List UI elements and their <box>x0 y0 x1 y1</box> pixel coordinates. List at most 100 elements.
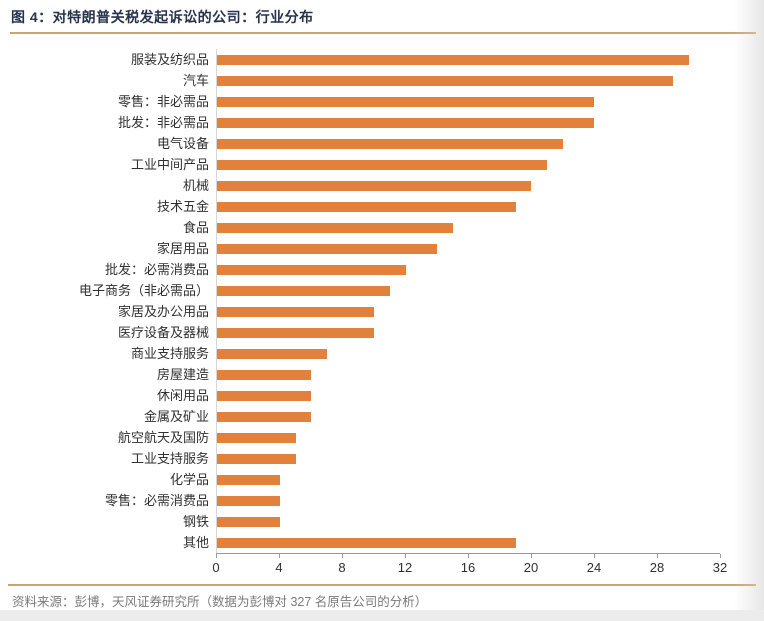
bar <box>217 243 438 254</box>
chart-row: 工业支持服务 <box>10 448 720 469</box>
bar <box>217 96 595 107</box>
bar <box>217 390 312 401</box>
chart-row: 服装及纺织品 <box>10 49 720 70</box>
bar-track <box>216 70 720 91</box>
bar <box>217 453 296 464</box>
bar-track <box>216 427 720 448</box>
category-label: 工业中间产品 <box>130 157 209 172</box>
chart-row: 批发：必需消费品 <box>10 259 720 280</box>
x-axis-tick-label: 16 <box>460 560 476 575</box>
chart-row: 商业支持服务 <box>10 343 720 364</box>
x-axis-tick <box>279 554 280 558</box>
x-axis-tick-label: 8 <box>338 560 346 575</box>
title-divider <box>10 32 756 34</box>
chart-row: 食品 <box>10 217 720 238</box>
bar <box>217 537 516 548</box>
category-label: 零售：必需消费品 <box>104 493 209 508</box>
category-label: 金属及矿业 <box>143 409 209 424</box>
figure-title: 图 4：对特朗普关税发起诉讼的公司：行业分布 <box>11 9 314 25</box>
x-axis: 0 4 8 12 16 20 24 28 32 <box>212 553 727 580</box>
category-label: 电气设备 <box>156 136 209 151</box>
bar-track <box>216 91 720 112</box>
bar <box>217 264 406 275</box>
bar <box>217 369 312 380</box>
bar-track <box>216 322 720 343</box>
chart-row: 金属及矿业 <box>10 406 720 427</box>
x-axis-tick-label: 24 <box>586 560 602 575</box>
source-note: 资料来源：彭博，天风证券研究所（数据为彭博对 327 名原告公司的分析） <box>12 595 428 609</box>
bar-track <box>216 154 720 175</box>
category-label: 工业支持服务 <box>130 451 209 466</box>
x-axis-tick <box>594 554 595 558</box>
bar-track <box>216 133 720 154</box>
chart-row: 批发：非必需品 <box>10 112 720 133</box>
bar-track <box>216 49 720 70</box>
chart-row: 家居及办公用品 <box>10 301 720 322</box>
page-edge-right-shadow <box>734 0 764 621</box>
chart-row: 零售：非必需品 <box>10 91 720 112</box>
category-label: 批发：非必需品 <box>117 115 209 130</box>
category-label: 家居及办公用品 <box>117 304 209 319</box>
x-axis-tick-label: 4 <box>275 560 283 575</box>
category-label: 商业支持服务 <box>130 346 209 361</box>
bar-track <box>216 196 720 217</box>
x-axis-tick <box>468 554 469 558</box>
chart-row: 机械 <box>10 175 720 196</box>
bar-track <box>216 385 720 406</box>
bar <box>217 495 280 506</box>
chart-row: 零售：必需消费品 <box>10 490 720 511</box>
chart-row: 工业中间产品 <box>10 154 720 175</box>
bar <box>217 327 375 338</box>
bar-track <box>216 343 720 364</box>
bar-track <box>216 259 720 280</box>
bar <box>217 516 280 527</box>
bar <box>217 117 595 128</box>
chart-row: 航空航天及国防 <box>10 427 720 448</box>
x-axis-tick-label: 32 <box>712 560 728 575</box>
bar <box>217 180 532 191</box>
bar <box>217 201 516 212</box>
bar <box>217 222 453 233</box>
bar-track <box>216 301 720 322</box>
x-axis-tick-label: 12 <box>397 560 413 575</box>
category-label: 其他 <box>182 535 209 550</box>
category-label: 房屋建造 <box>156 367 209 382</box>
chart-row: 化学品 <box>10 469 720 490</box>
bar <box>217 159 548 170</box>
category-label: 服装及纺织品 <box>130 52 209 67</box>
chart-rows: 服装及纺织品汽车零售：非必需品 批发：非必需品电气设备工业中间产品机械技术五金食品… <box>10 49 720 553</box>
category-label: 食品 <box>182 220 209 235</box>
category-label: 医疗设备及器械 <box>117 325 209 340</box>
bar-track <box>216 175 720 196</box>
category-label: 汽车 <box>182 73 209 88</box>
bar <box>217 138 563 149</box>
page-edge-bottom-strip <box>0 610 764 621</box>
category-label: 技术五金 <box>156 199 209 214</box>
bar <box>217 474 280 485</box>
chart-row: 钢铁 <box>10 511 720 532</box>
bar-track <box>216 490 720 511</box>
category-label: 批发：必需消费品 <box>104 262 209 277</box>
bar <box>217 306 375 317</box>
x-axis-tick <box>657 554 658 558</box>
bar-track <box>216 217 720 238</box>
bar <box>217 75 673 86</box>
bar <box>217 285 390 296</box>
bar-track <box>216 469 720 490</box>
category-label: 机械 <box>182 178 209 193</box>
bar <box>217 54 689 65</box>
bar-track <box>216 406 720 427</box>
category-label: 零售：非必需品 <box>117 94 209 109</box>
x-axis-tick-label: 20 <box>523 560 539 575</box>
chart-row: 电气设备 <box>10 133 720 154</box>
bar-track <box>216 364 720 385</box>
chart-row: 其他 <box>10 532 720 553</box>
bar-track <box>216 448 720 469</box>
bar-chart: 服装及纺织品汽车零售：非必需品 批发：非必需品电气设备工业中间产品机械技术五金食品… <box>10 49 727 580</box>
x-axis-tick <box>405 554 406 558</box>
x-axis-tick-label: 0 <box>212 560 220 575</box>
category-label: 钢铁 <box>182 514 209 529</box>
chart-row: 汽车 <box>10 70 720 91</box>
chart-row: 休闲用品 <box>10 385 720 406</box>
x-axis-tick <box>531 554 532 558</box>
